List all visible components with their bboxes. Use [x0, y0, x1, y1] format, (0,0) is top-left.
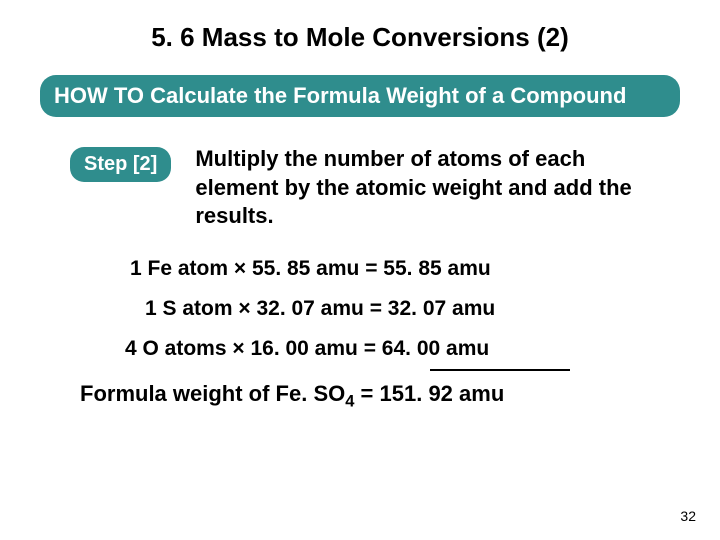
- result-suffix: = 151. 92 amu: [354, 381, 504, 406]
- howto-bar: HOW TO Calculate the Formula Weight of a…: [40, 75, 680, 117]
- step-instruction: Multiply the number of atoms of each ele…: [195, 145, 660, 231]
- page-number: 32: [680, 508, 696, 524]
- slide-title: 5. 6 Mass to Mole Conversions (2): [0, 0, 720, 53]
- result-line: Formula weight of Fe. SO4 = 151. 92 amu: [0, 381, 720, 411]
- step-row: Step [2] Multiply the number of atoms of…: [70, 145, 660, 231]
- result-prefix: Formula weight of Fe. SO: [80, 381, 345, 406]
- sum-rule: [430, 369, 570, 371]
- calc-line: 1 Fe atom × 55. 85 amu = 55. 85 amu: [0, 257, 720, 281]
- step-chip: Step [2]: [70, 147, 171, 182]
- calc-line: 4 O atoms × 16. 00 amu = 64. 00 amu: [0, 337, 720, 361]
- calculation-block: 1 Fe atom × 55. 85 amu = 55. 85 amu 1 S …: [0, 257, 720, 411]
- calc-line: 1 S atom × 32. 07 amu = 32. 07 amu: [0, 297, 720, 321]
- sum-rule-wrap: [0, 369, 720, 371]
